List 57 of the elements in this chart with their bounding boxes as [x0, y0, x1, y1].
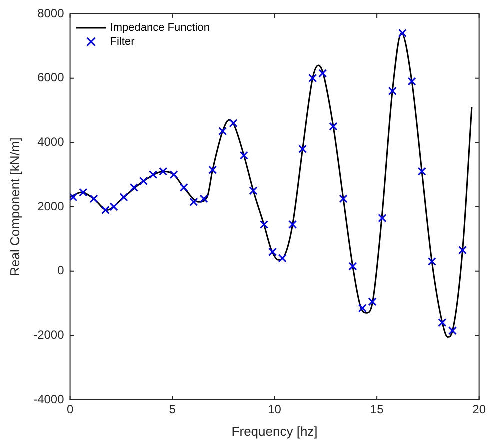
point — [398, 29, 407, 38]
y-tick-label: 6000 — [38, 70, 65, 85]
legend-label: Filter — [110, 36, 136, 48]
x-tick-label: 15 — [370, 402, 384, 417]
point — [200, 194, 208, 204]
x-tick-label: 0 — [66, 402, 74, 417]
point — [308, 74, 318, 83]
point — [358, 304, 367, 313]
point — [388, 86, 397, 96]
y-tick-label: -2000 — [34, 328, 65, 342]
point — [130, 183, 138, 192]
y-tick-label: 8000 — [38, 6, 65, 20]
y-tick-label: 2000 — [38, 199, 65, 214]
point — [180, 183, 188, 192]
point — [278, 254, 287, 263]
point — [70, 193, 78, 202]
point — [249, 186, 258, 196]
point — [288, 220, 298, 229]
point — [458, 246, 468, 255]
line-series — [70, 32, 473, 338]
point — [229, 119, 238, 128]
point — [149, 170, 158, 180]
point — [318, 69, 328, 78]
y-axis-title: Real Component [kN/m] — [7, 138, 22, 276]
point — [268, 248, 278, 256]
point — [110, 202, 118, 212]
point — [348, 262, 358, 271]
point — [240, 151, 248, 160]
point — [120, 193, 128, 202]
point — [339, 194, 348, 204]
x-tick-label: 20 — [472, 402, 486, 417]
point — [368, 298, 377, 306]
point — [448, 326, 458, 336]
x-tick-label: 5 — [169, 402, 176, 417]
point — [428, 257, 436, 266]
y-tick-label: -4000 — [34, 392, 65, 406]
point — [139, 176, 148, 186]
point — [408, 77, 416, 86]
point — [170, 170, 178, 180]
point — [208, 166, 218, 174]
point — [79, 188, 88, 197]
x-axis-title: Frequency [hz] — [232, 424, 318, 439]
point — [438, 318, 447, 328]
point — [418, 167, 426, 176]
y-tick-label: 4000 — [38, 134, 65, 149]
point — [218, 127, 228, 136]
point — [190, 198, 198, 206]
y-tick-label: 0 — [58, 264, 65, 278]
point — [298, 144, 308, 154]
point — [329, 122, 338, 131]
x-tick-label: 10 — [268, 402, 282, 417]
point — [260, 220, 268, 229]
point — [159, 167, 168, 176]
point — [378, 214, 387, 223]
point — [101, 206, 110, 214]
legend-label: Impedance Function — [110, 22, 210, 34]
point — [90, 194, 98, 204]
